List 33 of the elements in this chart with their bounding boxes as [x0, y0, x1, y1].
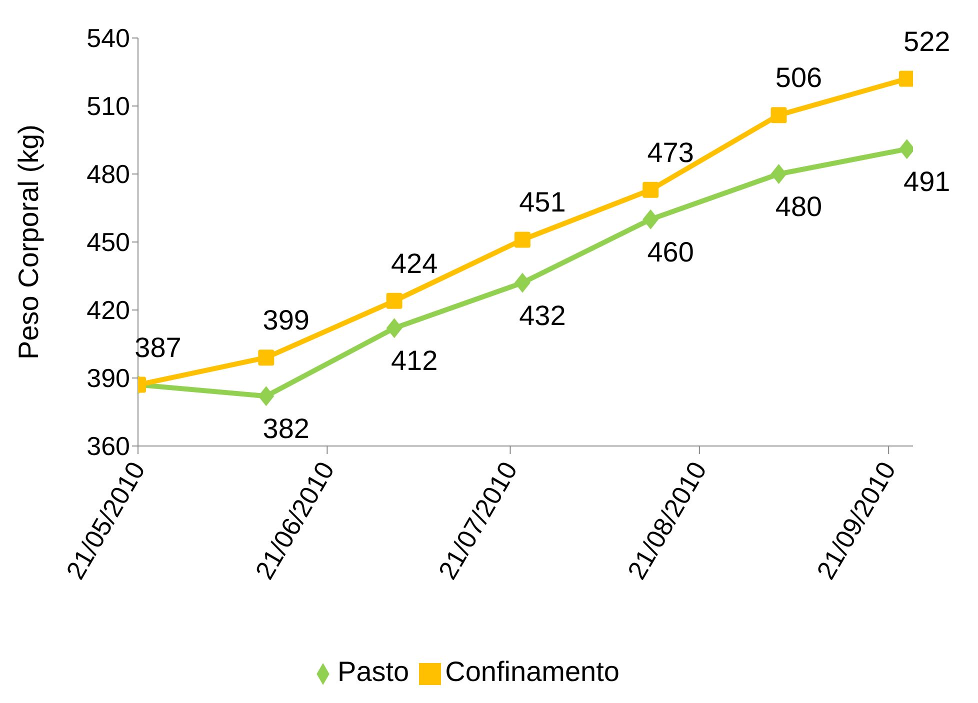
y-tick-label: 420 — [86, 295, 130, 326]
data-label: 522 — [904, 26, 950, 57]
point — [770, 107, 787, 124]
y-axis-title: Peso Corporal (kg) — [12, 124, 44, 360]
y-tick-label: 510 — [86, 91, 130, 122]
y-tick-label: 540 — [86, 23, 130, 54]
data-label: 387 — [134, 332, 182, 363]
point — [386, 292, 402, 309]
data-label: 506 — [775, 62, 822, 94]
point — [642, 209, 659, 230]
point — [514, 272, 530, 293]
point — [386, 318, 402, 338]
data-label: 473 — [647, 136, 694, 168]
legend-label: Confinamento — [445, 656, 620, 687]
legend-label: Pasto — [338, 656, 410, 687]
data-label: 412 — [390, 345, 438, 376]
data-label: 460 — [647, 236, 694, 268]
y-tick-label: 360 — [86, 431, 130, 462]
point — [770, 164, 787, 184]
data-label: 491 — [904, 166, 950, 198]
data-label: 382 — [262, 413, 310, 444]
y-tick-label: 450 — [86, 227, 130, 258]
point — [642, 182, 659, 198]
data-label: 399 — [262, 304, 310, 336]
y-tick-label: 390 — [86, 363, 130, 394]
data-label: 424 — [390, 248, 438, 279]
point — [258, 386, 274, 406]
point — [258, 350, 274, 366]
data-label: 432 — [519, 300, 566, 331]
data-label: 480 — [775, 191, 822, 222]
point — [514, 232, 530, 248]
data-label: 451 — [519, 186, 566, 218]
y-tick-label: 480 — [86, 159, 130, 190]
